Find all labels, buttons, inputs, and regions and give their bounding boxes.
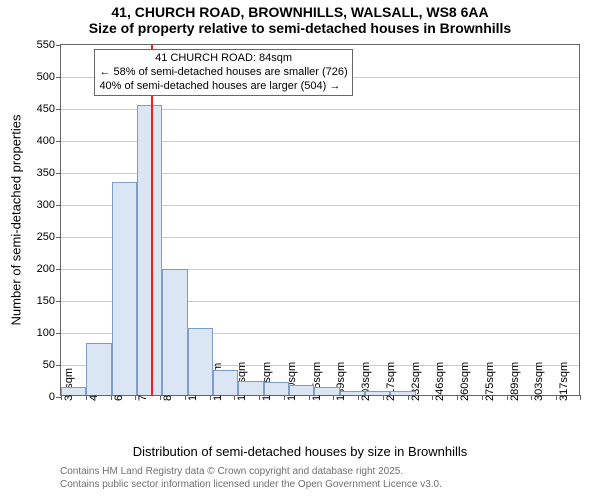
reference-line: [151, 45, 153, 395]
y-tick-label: 450: [37, 103, 55, 115]
title-line-2: Size of property relative to semi-detach…: [0, 20, 600, 36]
annotation-line-2: ← 58% of semi-detached houses are smalle…: [99, 66, 347, 80]
x-tick-mark: [309, 395, 310, 400]
x-tick-mark: [111, 395, 112, 400]
y-tick-label: 350: [37, 167, 55, 179]
histogram-bars: [61, 45, 579, 395]
plot-area: 41 CHURCH ROAD: 84sqm ← 58% of semi-deta…: [60, 44, 580, 396]
histogram-bar: [112, 182, 137, 395]
x-tick-mark: [86, 395, 87, 400]
histogram-bar: [340, 391, 365, 395]
y-tick-label: 50: [43, 359, 55, 371]
titles: 41, CHURCH ROAD, BROWNHILLS, WALSALL, WS…: [0, 4, 600, 36]
x-tick-mark: [61, 395, 62, 400]
x-tick-mark: [185, 395, 186, 400]
x-axis-label: Distribution of semi-detached houses by …: [0, 444, 600, 459]
x-tick-mark: [580, 395, 581, 400]
y-tick-label: 500: [37, 71, 55, 83]
footer-line-2: Contains public sector information licen…: [60, 479, 442, 492]
annotation-box: 41 CHURCH ROAD: 84sqm ← 58% of semi-deta…: [94, 49, 352, 96]
histogram-bar: [238, 381, 263, 395]
y-tick-label: 300: [37, 199, 55, 211]
histogram-bar: [213, 370, 238, 395]
footer: Contains HM Land Registry data © Crown c…: [60, 466, 442, 491]
histogram-bar: [86, 343, 111, 395]
y-tick-label: 0: [49, 391, 55, 403]
y-tick-label: 150: [37, 295, 55, 307]
histogram-bar: [137, 105, 162, 395]
x-tick-mark: [210, 395, 211, 400]
histogram-bar: [264, 382, 289, 395]
x-tick-mark: [482, 395, 483, 400]
x-tick-mark: [284, 395, 285, 400]
histogram-bar: [289, 385, 314, 395]
title-line-1: 41, CHURCH ROAD, BROWNHILLS, WALSALL, WS…: [0, 4, 600, 20]
x-tick-mark: [259, 395, 260, 400]
histogram-bar: [390, 391, 415, 395]
histogram-bar: [162, 269, 187, 395]
y-tick-label: 100: [37, 327, 55, 339]
histogram-bar: [365, 391, 390, 395]
x-tick-mark: [383, 395, 384, 400]
histogram-bar: [314, 387, 339, 395]
annotation-line-1: 41 CHURCH ROAD: 84sqm: [99, 52, 347, 66]
x-tick-mark: [160, 395, 161, 400]
y-tick-label: 550: [37, 39, 55, 51]
y-tick-label: 250: [37, 231, 55, 243]
y-tick-label: 400: [37, 135, 55, 147]
y-tick-label: 200: [37, 263, 55, 275]
annotation-line-3: 40% of semi-detached houses are larger (…: [99, 80, 347, 94]
x-tick-mark: [408, 395, 409, 400]
chart-container: 41, CHURCH ROAD, BROWNHILLS, WALSALL, WS…: [0, 0, 600, 500]
y-axis-label: Number of semi-detached properties: [9, 115, 24, 326]
footer-line-1: Contains HM Land Registry data © Crown c…: [60, 466, 442, 479]
histogram-bar: [61, 387, 86, 395]
x-tick-mark: [507, 395, 508, 400]
histogram-bar: [188, 328, 213, 395]
x-tick-mark: [358, 395, 359, 400]
